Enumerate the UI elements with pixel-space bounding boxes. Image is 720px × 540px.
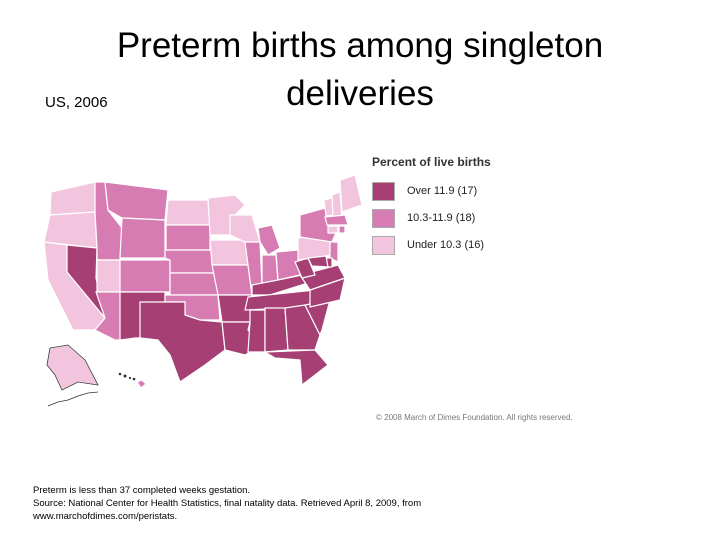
state-north-dakota[interactable] bbox=[165, 199, 211, 226]
footnote: Preterm is less than 37 completed weeks … bbox=[33, 484, 593, 523]
state-wyoming[interactable] bbox=[119, 217, 166, 259]
hawaii-island-kauai bbox=[118, 372, 122, 376]
map-legend: Percent of live births Over 11.9 (17) 10… bbox=[372, 155, 602, 262]
legend-swatch-mid bbox=[372, 208, 395, 228]
state-rhode-island[interactable] bbox=[338, 225, 346, 234]
state-iowa[interactable] bbox=[209, 239, 249, 266]
page-title: Preterm births among singleton deliverie… bbox=[116, 26, 604, 113]
state-connecticut[interactable] bbox=[327, 225, 339, 234]
state-florida[interactable] bbox=[264, 349, 329, 386]
state-alaska[interactable] bbox=[46, 344, 99, 391]
state-montana[interactable] bbox=[104, 181, 169, 221]
state-mississippi[interactable] bbox=[247, 309, 266, 353]
legend-label-mid: 10.3-11.9 (18) bbox=[407, 212, 476, 224]
hawaii-island-maui bbox=[132, 377, 136, 381]
state-kansas[interactable] bbox=[169, 272, 219, 296]
state-maine[interactable] bbox=[339, 174, 363, 213]
legend-item-high: Over 11.9 (17) bbox=[372, 181, 602, 201]
state-michigan[interactable] bbox=[257, 224, 281, 256]
state-south-dakota[interactable] bbox=[165, 224, 211, 251]
footnote-source-link[interactable]: www.marchofdimes.com/peristats. bbox=[33, 511, 178, 522]
state-washington[interactable] bbox=[49, 181, 96, 216]
legend-item-low: Under 10.3 (16) bbox=[372, 235, 602, 255]
alaska-outline bbox=[46, 344, 99, 391]
legend-title: Percent of live births bbox=[372, 155, 491, 169]
state-hawaii[interactable] bbox=[136, 379, 147, 389]
state-alabama[interactable] bbox=[264, 307, 289, 353]
state-missouri[interactable] bbox=[211, 264, 253, 296]
hawaii-island-oahu bbox=[123, 374, 127, 378]
state-maryland[interactable] bbox=[307, 255, 329, 268]
state-colorado[interactable] bbox=[119, 259, 171, 293]
copyright-notice: © 2008 March of Dimes Foundation. All ri… bbox=[376, 413, 573, 422]
state-virginia[interactable] bbox=[299, 264, 346, 291]
legend-swatch-low bbox=[372, 235, 395, 255]
state-wisconsin[interactable] bbox=[229, 214, 261, 243]
hawaii-island-molokai bbox=[128, 376, 132, 380]
map-subtitle: US, 2006 bbox=[45, 94, 108, 111]
legend-label-high: Over 11.9 (17) bbox=[407, 185, 478, 197]
us-state-map bbox=[43, 174, 363, 407]
state-georgia[interactable] bbox=[284, 304, 321, 351]
legend-label-low: Under 10.3 (16) bbox=[407, 239, 485, 251]
legend-swatch-high bbox=[372, 181, 395, 201]
state-massachusetts[interactable] bbox=[324, 214, 349, 226]
alaska-aleutian-islands bbox=[47, 391, 99, 407]
footnote-definition: Preterm is less than 37 completed weeks … bbox=[33, 485, 251, 496]
legend-item-mid: 10.3-11.9 (18) bbox=[372, 208, 602, 228]
state-texas[interactable] bbox=[139, 301, 226, 383]
footnote-source: Source: National Center for Health Stati… bbox=[33, 498, 422, 509]
state-new-jersey[interactable] bbox=[329, 241, 339, 263]
state-nebraska[interactable] bbox=[164, 249, 219, 274]
